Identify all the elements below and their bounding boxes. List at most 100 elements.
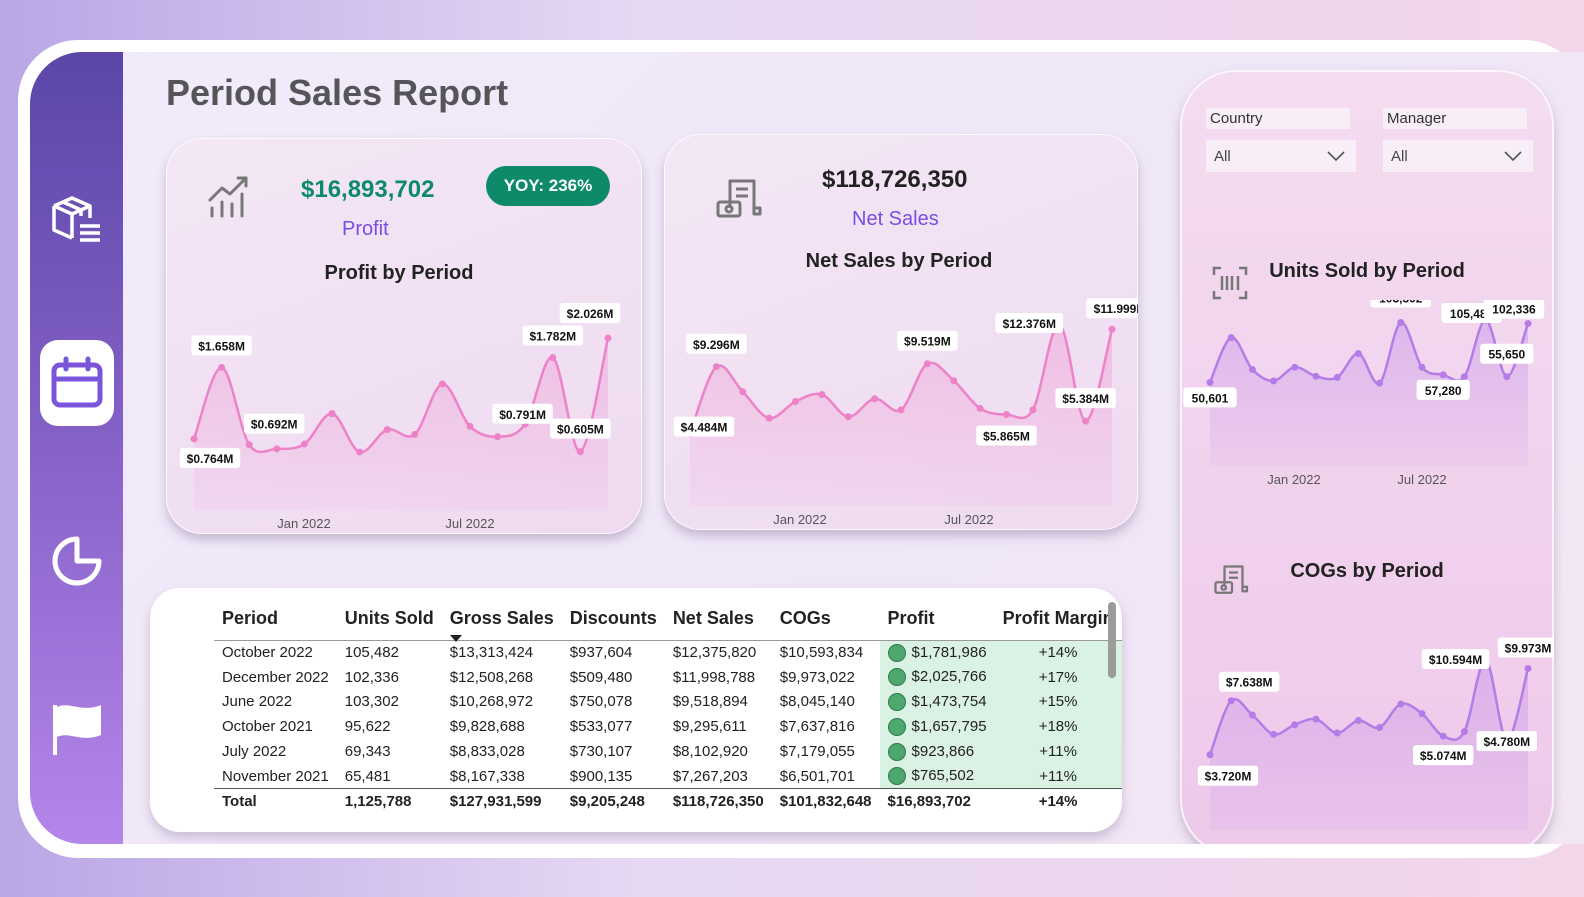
data-point[interactable] [765, 414, 773, 422]
data-point[interactable] [411, 430, 419, 438]
table-row[interactable]: November 2021 65,481 $8,167,338 $900,135 $7,… [214, 763, 1122, 790]
data-point[interactable] [1029, 406, 1037, 414]
nav-charts[interactable] [40, 518, 114, 604]
profit-cell: $2,025,766 [879, 664, 995, 690]
col-profit[interactable]: Profit [887, 608, 935, 629]
col-units-sold[interactable]: Units Sold [344, 608, 434, 629]
data-point[interactable] [1227, 334, 1235, 342]
data-point[interactable] [190, 435, 198, 443]
data-point[interactable] [1291, 721, 1299, 729]
data-point[interactable] [300, 440, 308, 448]
data-point[interactable] [604, 334, 612, 342]
data-point[interactable] [1270, 730, 1278, 738]
data-point[interactable] [1460, 728, 1468, 736]
col-net-sales[interactable]: Net Sales [672, 608, 754, 629]
data-point[interactable] [1354, 350, 1362, 358]
data-point[interactable] [273, 445, 281, 453]
data-point[interactable] [1206, 751, 1214, 759]
data-point[interactable] [1248, 711, 1256, 719]
data-label-box [686, 333, 747, 354]
data-point[interactable] [897, 406, 905, 414]
data-point[interactable] [466, 422, 474, 430]
data-point[interactable] [1460, 373, 1468, 381]
manager-dropdown-value: All [1391, 147, 1408, 165]
data-point[interactable] [1376, 379, 1384, 387]
data-point[interactable] [1248, 365, 1256, 373]
data-point[interactable] [1312, 715, 1320, 723]
data-point[interactable] [792, 397, 799, 405]
data-point[interactable] [1270, 377, 1278, 385]
country-dropdown[interactable]: All [1206, 140, 1356, 172]
data-point[interactable] [1418, 363, 1426, 371]
col-discounts[interactable]: Discounts [569, 608, 657, 629]
total-gross-sales: $127,931,599 [441, 788, 562, 814]
data-point[interactable] [549, 354, 557, 362]
data-point[interactable] [950, 377, 958, 385]
data-point[interactable] [818, 391, 826, 399]
data-point[interactable] [1291, 363, 1299, 371]
table-row[interactable]: October 2021 95,622 $9,828,688 $533,077 $9,2… [214, 714, 1122, 740]
data-label-box [191, 335, 252, 356]
data-point[interactable] [1439, 371, 1447, 379]
col-profit-margin[interactable]: Profit Margin [1002, 608, 1114, 629]
data-point[interactable] [1227, 697, 1235, 705]
data-point[interactable] [712, 363, 720, 371]
data-point[interactable] [1418, 710, 1426, 718]
table-row[interactable]: June 2022 103,302 $10,268,972 $750,078 $9,51… [214, 689, 1122, 715]
data-point[interactable] [739, 388, 747, 396]
data-point[interactable] [871, 395, 879, 403]
data-point[interactable] [1503, 373, 1511, 381]
chevron-down-icon [1504, 151, 1522, 162]
cell-discounts: $750,078 [569, 693, 633, 711]
col-cogs[interactable]: COGs [779, 608, 831, 629]
data-point[interactable] [1206, 378, 1214, 386]
data-point[interactable] [1108, 325, 1116, 333]
cell-period: November 2021 [214, 763, 337, 790]
data-point[interactable] [1003, 410, 1010, 418]
data-point[interactable] [494, 433, 502, 441]
data-point[interactable] [356, 448, 364, 456]
col-gross-sales[interactable]: Gross Sales [442, 598, 562, 642]
data-point[interactable] [1333, 729, 1341, 737]
data-point[interactable] [976, 404, 984, 412]
data-point[interactable] [1524, 320, 1532, 328]
data-point[interactable] [1082, 417, 1090, 425]
col-period[interactable]: Period [222, 608, 279, 629]
data-point[interactable] [576, 448, 584, 456]
profit-card: $16,893,702 Profit YOY: 236% Profit by P… [166, 138, 642, 534]
data-label-box [244, 413, 305, 434]
data-point[interactable] [245, 441, 253, 449]
data-point[interactable] [438, 380, 446, 388]
data-point[interactable] [218, 363, 226, 371]
cell-profit-margin: +15% [994, 689, 1122, 715]
data-point[interactable] [383, 426, 391, 434]
data-point[interactable] [1397, 318, 1405, 326]
data-label-box [179, 447, 241, 468]
table-row[interactable]: July 2022 69,343 $8,833,028 $730,107 $8,102,… [214, 739, 1122, 764]
total-net-sales: $118,726,350 [664, 788, 772, 814]
profit-cell: $765,502 [879, 763, 995, 790]
cell-units-sold: 102,336 [344, 668, 399, 686]
data-point[interactable] [923, 360, 931, 368]
area-fill [1210, 320, 1528, 466]
data-point[interactable] [1333, 373, 1341, 381]
data-point[interactable] [1524, 665, 1532, 673]
data-point[interactable] [328, 410, 336, 418]
total-profit: $16,893,702 [879, 788, 995, 814]
data-point[interactable] [1376, 723, 1384, 731]
table-scrollbar[interactable] [1108, 602, 1116, 678]
data-label: $1.658M [198, 339, 245, 353]
data-point[interactable] [844, 413, 852, 421]
data-point[interactable] [1397, 700, 1405, 708]
data-point[interactable] [1439, 732, 1447, 740]
nav-products[interactable] [40, 176, 114, 262]
table-row[interactable]: December 2022 102,336 $12,508,268 $509,480 $… [214, 664, 1122, 690]
nav-goals[interactable] [40, 686, 114, 772]
x-tick-label: Jan 2022 [773, 512, 827, 527]
manager-dropdown[interactable]: All [1383, 140, 1533, 172]
table-row[interactable]: October 2022 105,482 $13,313,424 $937,604 $1… [214, 639, 1122, 665]
data-label-box [673, 416, 735, 437]
nav-period[interactable] [40, 340, 114, 426]
data-point[interactable] [1354, 717, 1362, 725]
data-point[interactable] [1312, 372, 1320, 380]
